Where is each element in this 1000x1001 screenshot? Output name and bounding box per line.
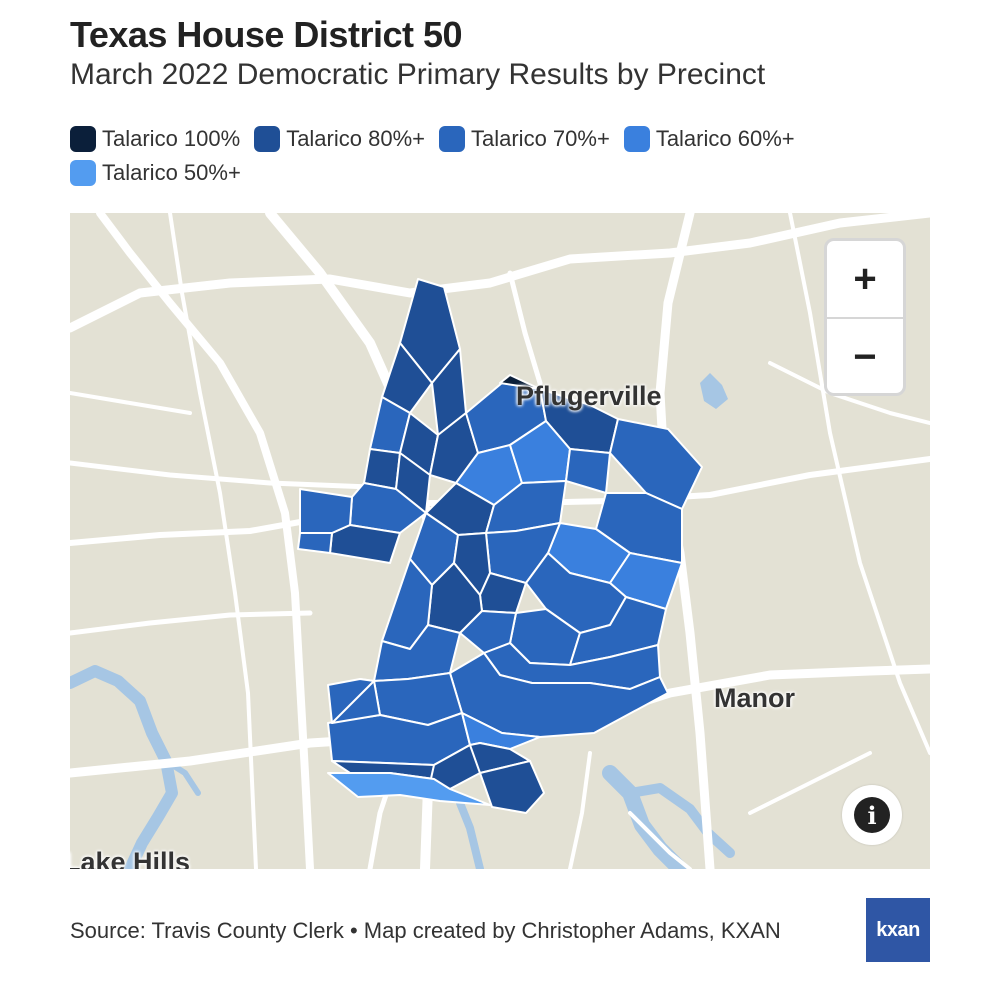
legend-label: Talarico 50%+: [102, 160, 241, 185]
legend-item-100: Talarico 100%: [70, 126, 240, 152]
water-pond: [700, 373, 728, 409]
legend: Talarico 100% Talarico 80%+ Talarico 70%…: [70, 126, 870, 186]
legend-swatch: [70, 126, 96, 152]
kxan-logo: kxan: [866, 898, 930, 962]
district-50-precincts[interactable]: [297, 278, 703, 814]
legend-swatch: [70, 160, 96, 186]
legend-label: Talarico 80%+: [286, 126, 425, 151]
legend-swatch: [254, 126, 281, 152]
legend-item-50: Talarico 50%+: [70, 160, 241, 186]
water-features: [70, 665, 735, 869]
precinct: [327, 772, 491, 806]
zoom-control: + −: [824, 238, 906, 396]
info-icon: i: [854, 797, 890, 833]
precinct: [499, 374, 541, 390]
precinct: [299, 488, 353, 534]
place-label-pflugerville: Pflugerville: [516, 381, 662, 411]
legend-item-60: Talarico 60%+: [623, 126, 795, 152]
kxan-logo-text: kxan: [876, 918, 920, 941]
precinct-map[interactable]: Pflugerville Manor Lake Hills + − i: [70, 213, 930, 869]
map-canvas: [70, 213, 930, 869]
precinct: [479, 760, 545, 814]
precinct: [459, 610, 517, 654]
precinct: [565, 448, 611, 494]
legend-swatch: [439, 126, 465, 152]
place-label-manor: Manor: [714, 683, 795, 713]
precinct: [329, 524, 401, 564]
legend-label: Talarico 100%: [102, 126, 241, 151]
info-button[interactable]: i: [842, 785, 902, 845]
legend-item-80: Talarico 80%+: [254, 126, 425, 152]
road-network: [70, 213, 930, 869]
zoom-divider: [827, 317, 903, 319]
map-subtitle: March 2022 Democratic Primary Results by…: [70, 58, 766, 91]
place-label-lake-hills: Lake Hills: [70, 847, 191, 869]
zoom-in-button[interactable]: +: [853, 256, 877, 301]
legend-swatch: [623, 126, 650, 152]
legend-item-70: Talarico 70%+: [439, 126, 610, 152]
zoom-out-button[interactable]: −: [853, 334, 877, 379]
legend-label: Talarico 70%+: [471, 126, 610, 151]
legend-label: Talarico 60%+: [655, 126, 795, 151]
source-credit: Source: Travis County Clerk • Map create…: [70, 918, 781, 943]
precinct: [297, 532, 333, 554]
map-title: Texas House District 50: [70, 14, 463, 55]
precinct: [327, 678, 375, 724]
